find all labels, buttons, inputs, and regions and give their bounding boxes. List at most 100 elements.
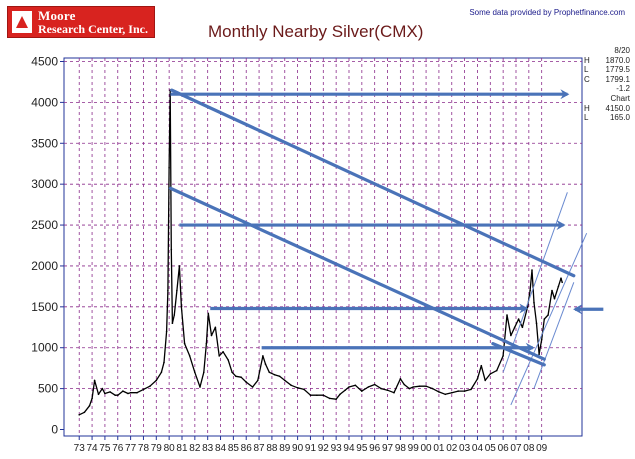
stats-row: -1.2 [584,84,630,94]
x-tick-label: 80 [164,443,176,454]
data-point [484,379,487,382]
data-point [176,289,178,292]
data-point [521,326,524,329]
data-point [171,322,174,325]
data-point [170,248,173,251]
x-tick-label: 90 [292,443,304,454]
annotation-layer [168,88,604,406]
data-point [231,371,233,374]
x-tick-label: 08 [523,443,535,454]
source-note: Some data provided by Prophetfinance.com [469,8,625,17]
x-tick-label: 09 [536,443,548,454]
x-tick-label: 78 [138,443,150,454]
stats-value: 1870.0 [605,55,630,65]
data-point [335,398,337,401]
y-tick-label: 2000 [31,259,58,273]
data-point [167,289,169,292]
data-point [354,384,357,387]
stats-date: 8/20 [614,46,630,55]
data-point [88,405,91,407]
data-point [476,378,479,380]
stats-key: L [584,65,589,75]
data-point [480,364,483,367]
data-point [168,167,170,169]
x-tick-label: 07 [510,443,522,454]
data-point [533,301,535,304]
x-tick-label: 83 [202,443,214,454]
data-point [129,391,132,394]
data-point [109,391,111,393]
data-point [210,334,213,337]
stats-row: H 1870.0 [584,56,630,66]
stats-value: -1.2 [616,84,630,94]
x-tick-label: 97 [382,443,394,454]
data-point [273,373,276,376]
data-point [296,387,299,389]
data-point [235,375,237,378]
stats-row: C 1799.1 [584,75,630,85]
x-tick-label: 95 [356,443,368,454]
channel-line [533,282,575,389]
x-tick-label: 73 [74,443,86,454]
stats-value: 165.0 [609,113,630,123]
data-point [222,351,224,353]
trend-line [168,186,546,361]
x-tick-label: 94 [343,443,355,454]
data-point [309,394,312,397]
y-tick-label: 1000 [31,341,58,355]
data-point [203,371,205,374]
data-point [178,265,181,267]
data-point [412,386,415,388]
data-point [517,318,520,320]
data-point [104,392,106,395]
data-point [245,381,247,383]
data-point [506,314,508,316]
data-point [155,379,158,382]
data-point [553,297,556,300]
data-point [386,389,389,392]
data-point [83,411,86,414]
data-point [543,318,546,320]
x-tick-label: 91 [305,443,317,454]
data-point [408,387,411,390]
stats-row: H 4150.0 [584,104,630,114]
data-point [173,314,176,316]
data-point [199,386,201,388]
data-point [328,397,331,400]
y-tick-label: 3000 [31,177,58,191]
stats-key: L [584,113,589,123]
data-point [303,388,305,391]
data-point [513,326,516,329]
x-tick-label: 93 [331,443,343,454]
data-point [268,371,271,374]
data-point [457,390,460,392]
data-point [551,289,553,292]
stats-key: H [584,103,590,113]
data-point [489,373,492,375]
data-point [188,355,191,357]
data-point [101,387,104,390]
y-tick-label: 2500 [31,218,58,232]
data-point [264,363,267,365]
x-tick-label: 87 [254,443,266,454]
price-line [78,89,563,416]
data-point [495,369,498,372]
data-point [418,385,421,388]
x-tick-label: 98 [395,443,407,454]
data-point [557,285,560,288]
data-point [502,355,504,357]
data-point [529,289,531,292]
stats-row: L 1779.5 [584,65,630,75]
x-tick-label: 04 [472,443,484,454]
data-point [510,334,512,337]
data-point [538,353,540,356]
data-point [403,383,406,386]
data-point [380,387,382,390]
data-point [425,385,427,388]
data-point [257,379,259,382]
data-point [142,388,145,391]
stats-chart-label: Chart [610,93,630,103]
stats-panel: 8/20 H 1870.0 L 1779.5 C 1799.1 -1.2 Chart … [584,46,630,123]
x-tick-label: 00 [421,443,433,454]
